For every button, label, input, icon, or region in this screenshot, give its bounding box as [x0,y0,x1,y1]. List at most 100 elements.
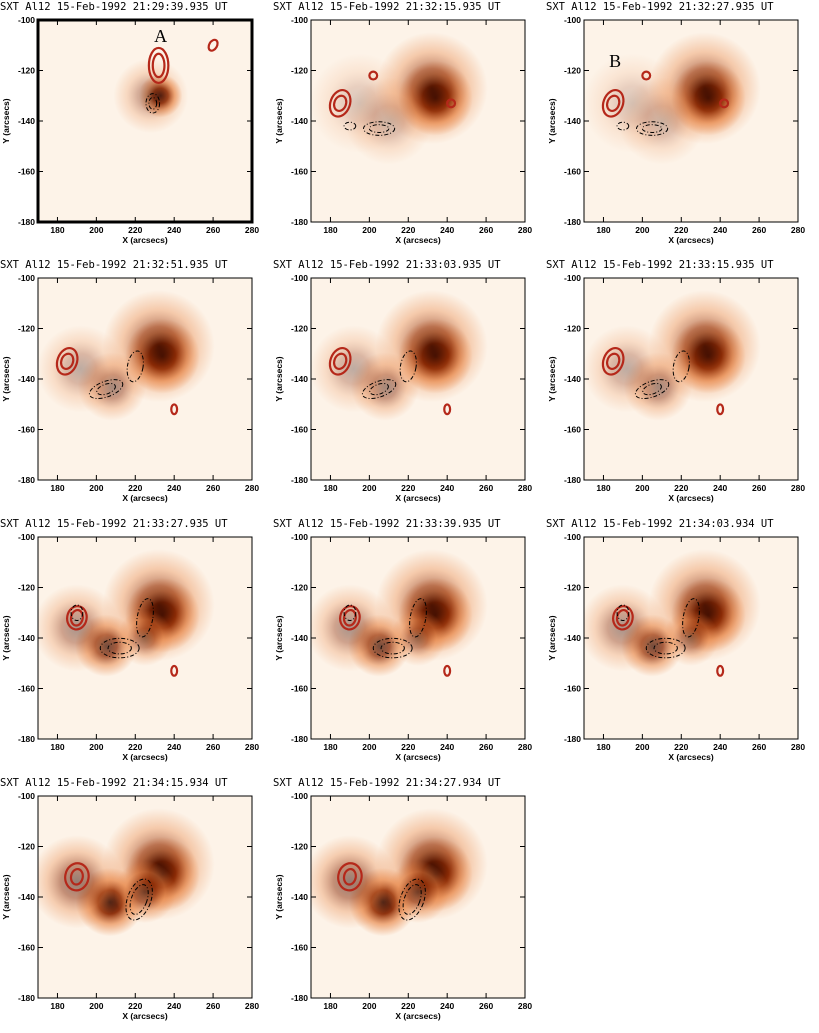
x-tick-label: 240 [167,742,181,752]
x-axis-label: X (arcsecs) [122,1011,168,1021]
panel-plot: 180 200 220 240 260 280 -100 -120 -140 -160 -180 X … [1,791,259,1021]
y-tick-label: -100 [291,273,308,283]
black-contour [343,604,357,622]
y-tick-label: -140 [18,116,35,126]
panel-p3: SXT Al12 15-Feb-1992 21:32:27.935 UT 180 2… [546,0,818,257]
y-tick-label: -120 [291,324,308,334]
x-axis-label: X (arcsecs) [668,493,714,503]
panel-plot: 180 200 220 240 260 280 -100 -120 -140 -160 -180 X … [274,532,532,762]
y-tick-label: -100 [564,532,581,542]
y-axis-label: Y (arcsecs) [1,615,11,660]
x-axis-label: X (arcsecs) [122,493,168,503]
red-contour [337,862,363,892]
y-tick-label: -120 [564,324,581,334]
x-tick-label: 200 [89,1001,103,1011]
x-tick-label: 260 [479,225,493,235]
red-contour [615,608,630,627]
panel-p5: SXT Al12 15-Feb-1992 21:33:03.935 UT 180 2… [273,258,545,515]
y-axis-label: Y (arcsecs) [274,615,284,660]
x-tick-label: 180 [50,483,64,493]
y-tick-label: -140 [18,633,35,643]
y-tick-label: -100 [18,273,35,283]
panel-p2: SXT Al12 15-Feb-1992 21:32:15.935 UT 180 2… [273,0,545,257]
x-tick-label: 260 [752,483,766,493]
black-contour [372,637,413,659]
x-tick-label: 220 [401,1001,415,1011]
x-tick-label: 280 [518,483,532,493]
x-axis-label: X (arcsecs) [668,752,714,762]
panel-title: SXT Al12 15-Feb-1992 21:34:03.934 UT [546,518,774,530]
y-tick-label: -100 [18,15,35,25]
emission-blob [584,325,671,413]
x-axis-label: X (arcsecs) [395,752,441,762]
x-tick-label: 200 [635,225,649,235]
x-tick-label: 220 [674,225,688,235]
emission-blob [113,58,189,134]
panel-title: SXT Al12 15-Feb-1992 21:33:27.935 UT [0,518,228,530]
x-tick-label: 280 [245,1001,259,1011]
red-contour [342,608,357,627]
red-contour [368,70,379,81]
y-tick-label: -140 [291,116,308,126]
x-tick-label: 180 [323,1001,337,1011]
x-tick-label: 260 [206,225,220,235]
y-tick-label: -180 [564,734,581,744]
y-tick-label: -100 [564,15,581,25]
black-contour [107,641,132,655]
x-tick-label: 180 [596,225,610,235]
region-letter: B [609,51,621,71]
red-contour [66,605,88,631]
y-tick-label: -180 [564,475,581,485]
panel-title: SXT Al12 15-Feb-1992 21:32:27.935 UT [546,1,774,13]
x-tick-label: 220 [128,1001,142,1011]
red-contour [170,664,179,677]
x-tick-label: 240 [440,225,454,235]
black-contour [399,350,417,383]
black-contour [125,878,153,921]
x-tick-label: 220 [674,483,688,493]
panel-plot: 180 200 220 240 260 280 -100 -120 -140 -160 -180 X … [1,273,259,503]
x-tick-label: 200 [89,483,103,493]
x-tick-label: 220 [674,742,688,752]
x-tick-label: 240 [713,742,727,752]
panel-p1: SXT Al12 15-Feb-1992 21:29:39.935 UT 180 2… [0,0,272,257]
black-contour [369,382,389,396]
x-tick-label: 280 [791,483,805,493]
black-contour [129,884,149,915]
red-contour [605,94,621,113]
y-tick-label: -160 [564,684,581,694]
y-tick-label: -180 [291,475,308,485]
black-contour [361,379,397,400]
black-contour [88,379,124,400]
red-contour [59,352,75,371]
black-contour [126,350,144,383]
panel-plot: 180 200 220 240 260 280 -100 -120 -140 -160 -180 X … [274,15,532,245]
y-axis-label: Y (arcsecs) [274,356,284,401]
red-contour [64,862,90,892]
y-tick-label: -140 [564,374,581,384]
y-tick-label: -140 [564,116,581,126]
y-tick-label: -180 [291,993,308,1003]
panel-plot: 180 200 220 240 260 280 -100 -120 -140 -160 -180 X … [1,15,259,245]
y-tick-label: -140 [564,633,581,643]
y-axis-label: Y (arcsecs) [547,98,557,143]
x-axis-label: X (arcsecs) [668,235,714,245]
y-tick-label: -180 [291,217,308,227]
y-tick-label: -160 [564,425,581,435]
panel-p11: SXT Al12 15-Feb-1992 21:34:27.934 UT 180 2… [273,776,545,1033]
panel-p10: SXT Al12 15-Feb-1992 21:34:15.934 UT 180 2… [0,776,272,1033]
red-contour [342,867,357,886]
black-contour [99,637,140,659]
red-contour [601,347,625,376]
x-tick-label: 260 [752,225,766,235]
x-tick-label: 260 [206,742,220,752]
y-tick-label: -180 [18,734,35,744]
panel-title: SXT Al12 15-Feb-1992 21:33:39.935 UT [273,518,501,530]
red-contour [339,605,361,631]
black-contour [653,641,678,655]
y-tick-label: -120 [291,583,308,593]
y-tick-label: -180 [18,475,35,485]
x-tick-label: 280 [518,742,532,752]
x-tick-label: 240 [167,483,181,493]
y-tick-label: -180 [291,734,308,744]
